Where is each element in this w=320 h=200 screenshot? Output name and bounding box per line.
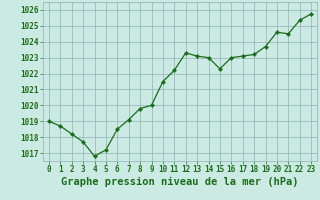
X-axis label: Graphe pression niveau de la mer (hPa): Graphe pression niveau de la mer (hPa) <box>61 177 299 187</box>
